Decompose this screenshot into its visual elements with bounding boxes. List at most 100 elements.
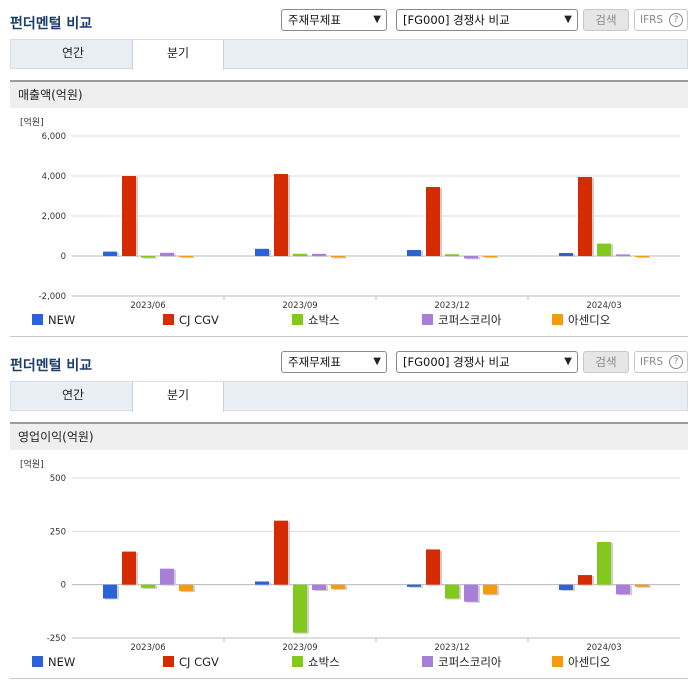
bar-쇼박스	[293, 253, 307, 256]
x-tick-label: 2023/12	[434, 301, 469, 310]
statement-select[interactable]: 주재무제표 ▼	[281, 351, 387, 373]
y-tick-label: 2,000	[42, 212, 66, 222]
bar-아센디오	[635, 584, 649, 587]
legend-item[interactable]: CJ CGV	[163, 312, 219, 328]
bar-쇼박스	[141, 584, 155, 588]
statement-select-value: 주재무제표	[288, 355, 341, 369]
divider	[10, 678, 688, 679]
bar-shadow	[637, 257, 651, 258]
legend-label: 아센디오	[568, 655, 611, 669]
fundamental-panel-1: 펀더멘털 비교 주재무제표 ▼ [FG000] 경쟁사 비교 ▼ 검색 IFRS…	[0, 9, 696, 337]
compare-select[interactable]: [FG000] 경쟁사 비교 ▼	[396, 351, 578, 373]
bar-쇼박스	[445, 254, 459, 256]
bar-코퍼스코리아	[160, 252, 174, 256]
legend-item[interactable]: NEW	[32, 312, 75, 328]
legend-item[interactable]: 아센디오	[552, 654, 610, 670]
bar-아센디오	[179, 256, 193, 257]
bar-CJ CGV	[274, 174, 288, 256]
bar-CJ CGV	[578, 177, 592, 256]
panel-header: 펀더멘털 비교 주재무제표 ▼ [FG000] 경쟁사 비교 ▼ 검색 IFRS…	[0, 351, 696, 381]
y-tick-label: 250	[50, 527, 66, 537]
bar-쇼박스	[445, 584, 459, 599]
bar-아센디오	[483, 256, 497, 257]
y-tick-label: 6,000	[42, 132, 66, 142]
bar-NEW	[255, 248, 269, 256]
legend-item[interactable]: 쇼박스	[292, 312, 340, 328]
x-tick-label: 2023/06	[130, 643, 165, 652]
legend-swatch	[552, 656, 563, 667]
bar-아센디오	[635, 256, 649, 257]
search-button[interactable]: 검색	[583, 351, 629, 373]
bar-shadow	[618, 255, 632, 257]
legend-item[interactable]: 코퍼스코리아	[422, 654, 501, 670]
bar-코퍼스코리아	[464, 584, 478, 602]
legend-swatch	[163, 656, 174, 667]
legend-label: CJ CGV	[179, 313, 219, 327]
bar-shadow	[447, 255, 461, 257]
legend-item[interactable]: 아센디오	[552, 312, 610, 328]
x-tick-label: 2023/06	[130, 301, 165, 310]
legend-swatch	[163, 314, 174, 325]
bar-NEW	[407, 250, 421, 256]
period-tabs: 연간 분기	[10, 39, 688, 70]
bar-shadow	[143, 257, 157, 259]
bar-코퍼스코리아	[160, 568, 174, 585]
statement-select[interactable]: 주재무제표 ▼	[281, 9, 387, 31]
bar-CJ CGV	[578, 575, 592, 585]
legend-label: CJ CGV	[179, 655, 219, 669]
y-tick-label: -2,000	[39, 292, 66, 302]
legend-item[interactable]: 쇼박스	[292, 654, 340, 670]
revenue-chart: [억원] -2,000 0 2,000 4,000 6,000 2023/06 2023/09…	[20, 116, 680, 310]
bar-아센디오	[331, 256, 345, 258]
y-tick-label: 0	[61, 581, 66, 591]
ifrs-label: IFRS	[640, 356, 664, 368]
panel-title: 펀더멘털 비교	[10, 16, 93, 32]
compare-select[interactable]: [FG000] 경쟁사 비교 ▼	[396, 9, 578, 31]
legend-swatch	[422, 314, 433, 325]
legend-swatch	[32, 656, 43, 667]
bar-CJ CGV	[122, 176, 136, 256]
x-tick-label: 2023/12	[434, 643, 469, 652]
unit-label: [억원]	[20, 458, 44, 470]
x-tick-label: 2024/03	[586, 301, 621, 310]
bar-아센디오	[179, 584, 193, 592]
x-tick-label: 2023/09	[282, 643, 317, 652]
tab-annual[interactable]: 연간	[61, 388, 85, 402]
bar-아센디오	[331, 584, 345, 589]
bar-NEW	[559, 253, 573, 256]
panel-header: 펀더멘털 비교 주재무제표 ▼ [FG000] 경쟁사 비교 ▼ 검색 IFRS…	[0, 9, 696, 39]
ifrs-button[interactable]: IFRS ?	[634, 9, 688, 31]
bar-쇼박스	[597, 243, 611, 256]
help-icon[interactable]: ?	[669, 13, 683, 27]
legend-item[interactable]: 코퍼스코리아	[422, 312, 501, 328]
legend-swatch	[292, 656, 303, 667]
legend-label: 아센디오	[568, 313, 611, 327]
ifrs-label: IFRS	[640, 14, 664, 26]
unit-label: [억원]	[20, 116, 44, 128]
bar-NEW	[407, 584, 421, 587]
operating-profit-chart: [억원] -250 0 250 500 2023/06 2023/09 2023/12 2024…	[20, 458, 680, 652]
bar-NEW	[255, 581, 269, 585]
legend-label: 쇼박스	[308, 313, 340, 327]
chevron-down-icon: ▼	[373, 14, 381, 25]
bar-CJ CGV	[426, 187, 440, 256]
legend-swatch	[292, 314, 303, 325]
bar-NEW	[103, 584, 117, 599]
tab-quarterly[interactable]: 분기	[132, 40, 224, 70]
help-icon[interactable]: ?	[669, 355, 683, 369]
y-tick-label: 4,000	[42, 172, 66, 182]
legend-item[interactable]: CJ CGV	[163, 654, 219, 670]
statement-select-value: 주재무제표	[288, 13, 341, 27]
bar-코퍼스코리아	[616, 584, 630, 595]
ifrs-button[interactable]: IFRS ?	[634, 351, 688, 373]
compare-select-value: [FG000] 경쟁사 비교	[403, 355, 510, 369]
tab-quarterly[interactable]: 분기	[132, 382, 224, 412]
x-tick-label: 2024/03	[586, 643, 621, 652]
bar-NEW	[559, 584, 573, 590]
bar-CJ CGV	[274, 520, 288, 585]
search-button[interactable]: 검색	[583, 9, 629, 31]
legend-item[interactable]: NEW	[32, 654, 75, 670]
legend-swatch	[552, 314, 563, 325]
tab-annual[interactable]: 연간	[61, 46, 85, 60]
y-tick-label: 0	[61, 252, 66, 262]
